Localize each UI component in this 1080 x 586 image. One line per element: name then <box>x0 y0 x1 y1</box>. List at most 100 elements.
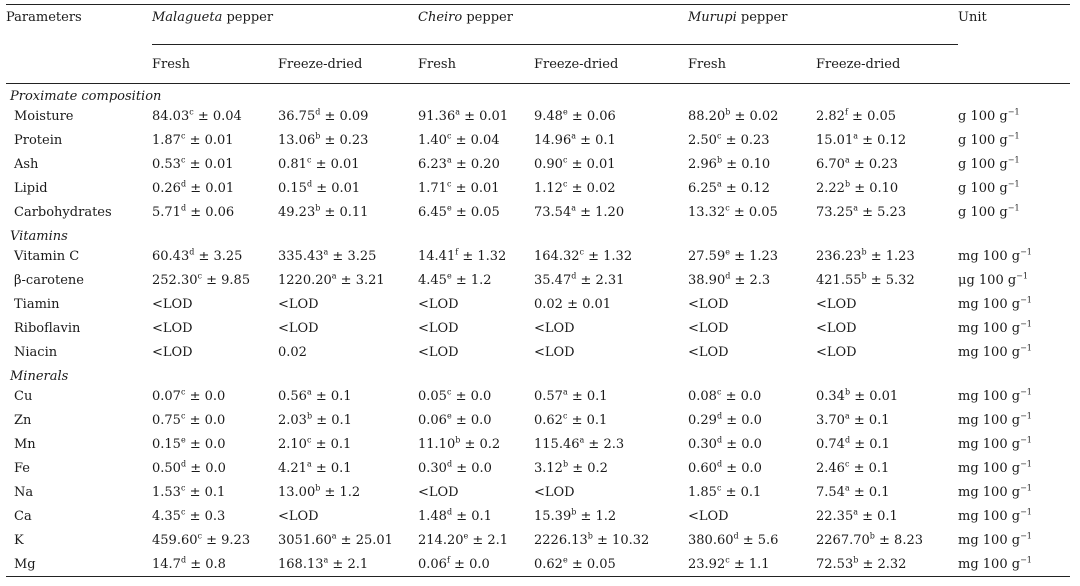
value-mean: 0.60 <box>688 460 717 476</box>
value-mean: 13.06 <box>278 132 316 148</box>
value-mean: 14.41 <box>418 248 456 264</box>
significance-letter: d <box>716 411 723 421</box>
value-mean: 0.30 <box>418 460 447 476</box>
value-cell: 2.82f ± 0.05 <box>816 104 958 128</box>
significance-letter: e <box>180 435 186 445</box>
value-cell: 1.71c ± 0.01 <box>418 176 534 200</box>
significance-letter: b <box>306 411 313 421</box>
value-error: ± 2.1 <box>468 532 509 548</box>
value-cell: 0.02 ± 0.01 <box>534 292 688 316</box>
significance-letter: c <box>180 507 186 517</box>
unit-exponent: −1 <box>1020 295 1032 305</box>
unit-cell: g 100 g−1 <box>958 176 1070 200</box>
unit-cell: mg 100 g−1 <box>958 528 1070 552</box>
value-mean: 3051.60 <box>278 532 332 548</box>
value-error: ± 0.12 <box>858 132 907 148</box>
value-error: ± 2.3 <box>584 436 625 452</box>
value-error: ± 0.10 <box>722 156 771 172</box>
significance-letter: a <box>446 155 452 165</box>
value-cell: 4.35c ± 0.3 <box>152 504 278 528</box>
value-cell: 15.01a ± 0.12 <box>816 128 958 152</box>
value-mean: 0.62 <box>534 556 563 572</box>
value-cell: 3.70a ± 0.1 <box>816 408 958 432</box>
value-cell: 84.03c ± 0.04 <box>152 104 278 128</box>
value-mean: 0.02 <box>278 344 307 360</box>
value-cell: 49.23b ± 0.11 <box>278 200 418 224</box>
nutrient-table: Parameters Malagueta pepper Cheiro peppe… <box>6 4 1070 577</box>
significance-letter: d <box>180 179 187 189</box>
value-error: ± 0.05 <box>847 108 897 124</box>
unit-exponent: −1 <box>1007 179 1020 189</box>
parameter-name: Na <box>14 484 34 500</box>
unit-text: mg 100 g <box>958 412 1021 428</box>
value-cell: 0.15d ± 0.01 <box>278 176 418 200</box>
unit-text: mg 100 g <box>958 248 1021 264</box>
unit-text: μg 100 g <box>958 272 1017 288</box>
value-mean: 0.15 <box>278 180 307 196</box>
table-row: Niacin <LOD 0.02 <LOD <LOD <LOD <LOD mg 100 g−1 <box>6 340 1070 364</box>
significance-letter: f <box>455 247 459 257</box>
parameter-name: Mn <box>14 436 36 452</box>
value-error: ± 1.20 <box>576 204 625 220</box>
value-mean: <LOD <box>534 320 575 336</box>
unit-exponent: −1 <box>1020 531 1032 541</box>
significance-letter: d <box>306 179 313 189</box>
value-mean: 88.20 <box>688 108 726 124</box>
value-mean: 2.96 <box>688 156 717 172</box>
value-error: ± 0.8 <box>186 556 226 572</box>
significance-letter: b <box>315 131 321 141</box>
significance-letter: c <box>716 131 722 141</box>
significance-letter: a <box>306 387 312 397</box>
value-error: ± 2.3 <box>730 272 771 288</box>
value-error: ± 0.1 <box>312 412 352 428</box>
parameter-name: Fe <box>14 460 31 476</box>
significance-letter: c <box>446 387 452 397</box>
header-group-cheiro: Cheiro pepper <box>418 4 688 45</box>
value-mean: 421.55 <box>816 272 862 288</box>
table-row: Mg 14.7d ± 0.8 168.13a ± 2.1 0.06f ± 0.0 0.6… <box>6 552 1070 577</box>
significance-letter: c <box>446 131 452 141</box>
value-error: ± 0.0 <box>185 412 226 428</box>
value-cell: 13.06b ± 0.23 <box>278 128 418 152</box>
significance-letter: c <box>306 435 312 445</box>
significance-letter: b <box>315 483 321 493</box>
unit-cell: g 100 g−1 <box>958 152 1070 176</box>
value-cell: 3.12b ± 0.2 <box>534 456 688 480</box>
value-error: ± 0.0 <box>722 460 762 476</box>
value-mean: 2.50 <box>688 132 717 148</box>
value-cell: 421.55b ± 5.32 <box>816 268 958 292</box>
value-mean: 6.45 <box>418 204 447 220</box>
parameter-name: β-carotene <box>14 272 84 288</box>
parameter-name: Lipid <box>14 180 48 196</box>
value-error: ± 0.01 <box>185 132 234 148</box>
value-cell: 168.13a ± 2.1 <box>278 552 418 577</box>
significance-letter: b <box>455 435 461 445</box>
value-mean: 0.75 <box>152 412 181 428</box>
parameter-name: Ca <box>14 508 32 524</box>
significance-letter: b <box>562 459 569 469</box>
value-mean: 0.30 <box>688 436 717 452</box>
value-mean: 0.26 <box>152 180 181 196</box>
significance-letter: c <box>562 411 568 421</box>
unit-exponent: −1 <box>1020 387 1032 397</box>
unit-text: mg 100 g <box>958 532 1021 548</box>
table-row: Zn 0.75c ± 0.0 2.03b ± 0.1 0.06e ± 0.0 0.62c… <box>6 408 1070 432</box>
value-cell: 1.87c ± 0.01 <box>152 128 278 152</box>
value-cell: <LOD <box>418 292 534 316</box>
value-cell: 3051.60a ± 25.01 <box>278 528 418 552</box>
table-row: Tiamin <LOD <LOD <LOD 0.02 ± 0.01 <LOD <LOD mg … <box>6 292 1070 316</box>
subheader-fresh: Fresh <box>152 56 190 72</box>
value-cell: 380.60d ± 5.6 <box>688 528 816 552</box>
significance-letter: e <box>463 531 469 541</box>
value-error: ± 0.2 <box>460 436 501 452</box>
value-mean: 1.85 <box>688 484 717 500</box>
significance-letter: c <box>562 155 568 165</box>
value-cell: 0.29d ± 0.0 <box>688 408 816 432</box>
subheader-freeze-dried: Freeze-dried <box>278 56 363 72</box>
significance-letter: d <box>733 531 739 541</box>
value-cell: 2.96b ± 0.10 <box>688 152 816 176</box>
value-cell: 23.92c ± 1.1 <box>688 552 816 577</box>
value-mean: 459.60 <box>152 532 198 548</box>
significance-letter: c <box>716 483 722 493</box>
value-error: ± 0.12 <box>721 180 770 196</box>
